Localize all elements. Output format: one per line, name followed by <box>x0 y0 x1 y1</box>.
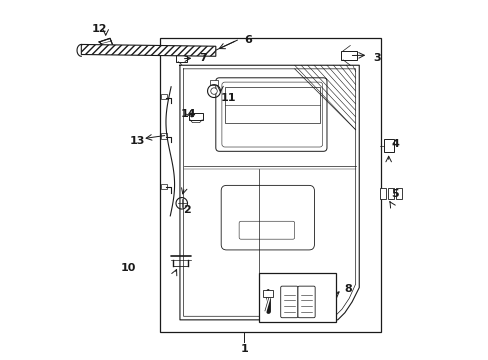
FancyBboxPatch shape <box>297 286 314 318</box>
Text: 3: 3 <box>373 53 380 63</box>
Bar <box>176 55 187 62</box>
FancyBboxPatch shape <box>280 286 297 318</box>
Bar <box>258 273 335 321</box>
Bar <box>188 113 203 120</box>
Bar <box>395 188 401 199</box>
Text: 5: 5 <box>390 189 398 199</box>
Text: 13: 13 <box>129 136 144 145</box>
Text: 4: 4 <box>390 139 398 149</box>
Text: 9: 9 <box>272 299 280 309</box>
Bar <box>161 94 166 99</box>
Text: 11: 11 <box>220 93 236 103</box>
Bar <box>161 184 166 189</box>
Bar <box>262 290 272 297</box>
Polygon shape <box>81 44 215 56</box>
Text: 10: 10 <box>120 263 135 273</box>
Bar <box>383 139 393 152</box>
Bar <box>341 51 357 60</box>
Circle shape <box>210 88 217 94</box>
Bar <box>161 134 166 139</box>
Text: 1: 1 <box>240 343 248 354</box>
Text: 2: 2 <box>183 206 191 216</box>
Text: 6: 6 <box>244 35 251 45</box>
Polygon shape <box>99 39 113 51</box>
Bar <box>210 80 217 85</box>
Text: 8: 8 <box>344 284 352 294</box>
Bar <box>379 188 385 199</box>
Bar <box>224 87 319 123</box>
Bar <box>160 39 380 332</box>
Text: 14: 14 <box>181 109 196 119</box>
Text: 7: 7 <box>199 53 207 63</box>
Text: 12: 12 <box>91 24 107 35</box>
Bar <box>387 188 393 199</box>
